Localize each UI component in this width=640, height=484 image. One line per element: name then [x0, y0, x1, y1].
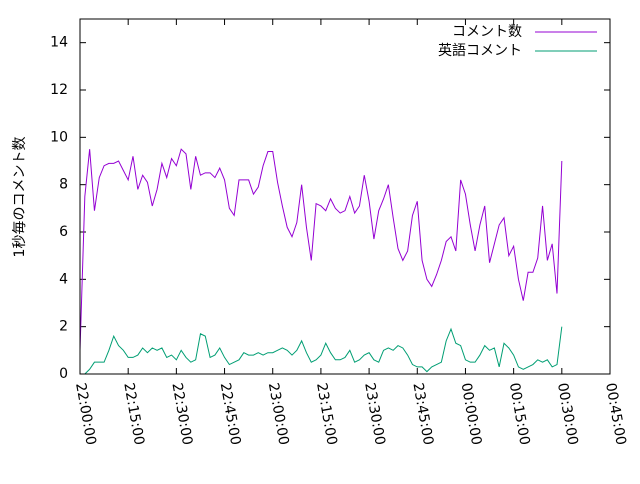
y-tick-label: 6 [59, 224, 68, 240]
y-tick-label: 10 [50, 129, 68, 145]
y-axis-ticks: 0 2 4 6 8 10 12 14 [50, 35, 610, 382]
plot-frame [79, 18, 611, 375]
y-tick-label: 12 [50, 82, 68, 98]
y-tick-label: 2 [59, 319, 68, 335]
y-tick-label: 14 [50, 35, 68, 51]
series-line-1 [79, 148, 563, 351]
legend-label: コメント数 [452, 24, 522, 40]
series-line-2 [80, 326, 563, 375]
y-tick-label: 8 [59, 177, 68, 193]
y-axis-label: 1秒毎のコメント数 [12, 137, 28, 258]
y-tick-label: 0 [59, 366, 68, 382]
legend-label: 英語コメント [438, 42, 522, 59]
y-tick-label: 4 [59, 271, 68, 287]
series-layer [79, 148, 563, 375]
